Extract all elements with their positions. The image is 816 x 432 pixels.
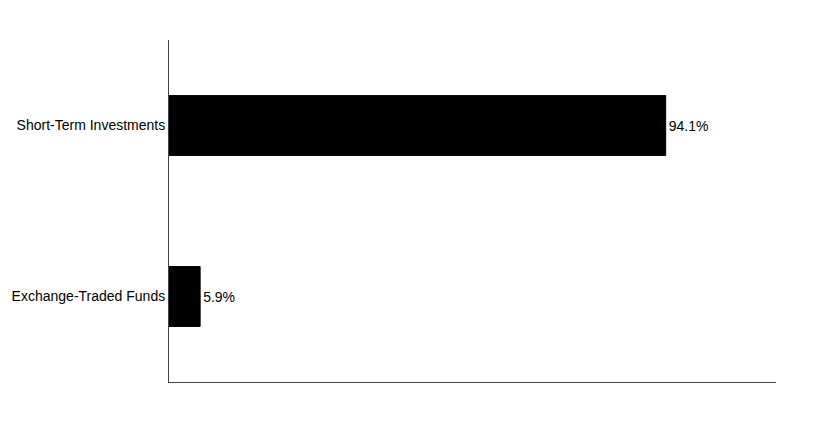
- svg-text:Exchange-Traded Funds: Exchange-Traded Funds: [12, 288, 166, 304]
- svg-text:Short-Term Investments: Short-Term Investments: [17, 117, 166, 133]
- svg-text:94.1%: 94.1%: [669, 118, 709, 134]
- svg-text:5.9%: 5.9%: [203, 289, 235, 305]
